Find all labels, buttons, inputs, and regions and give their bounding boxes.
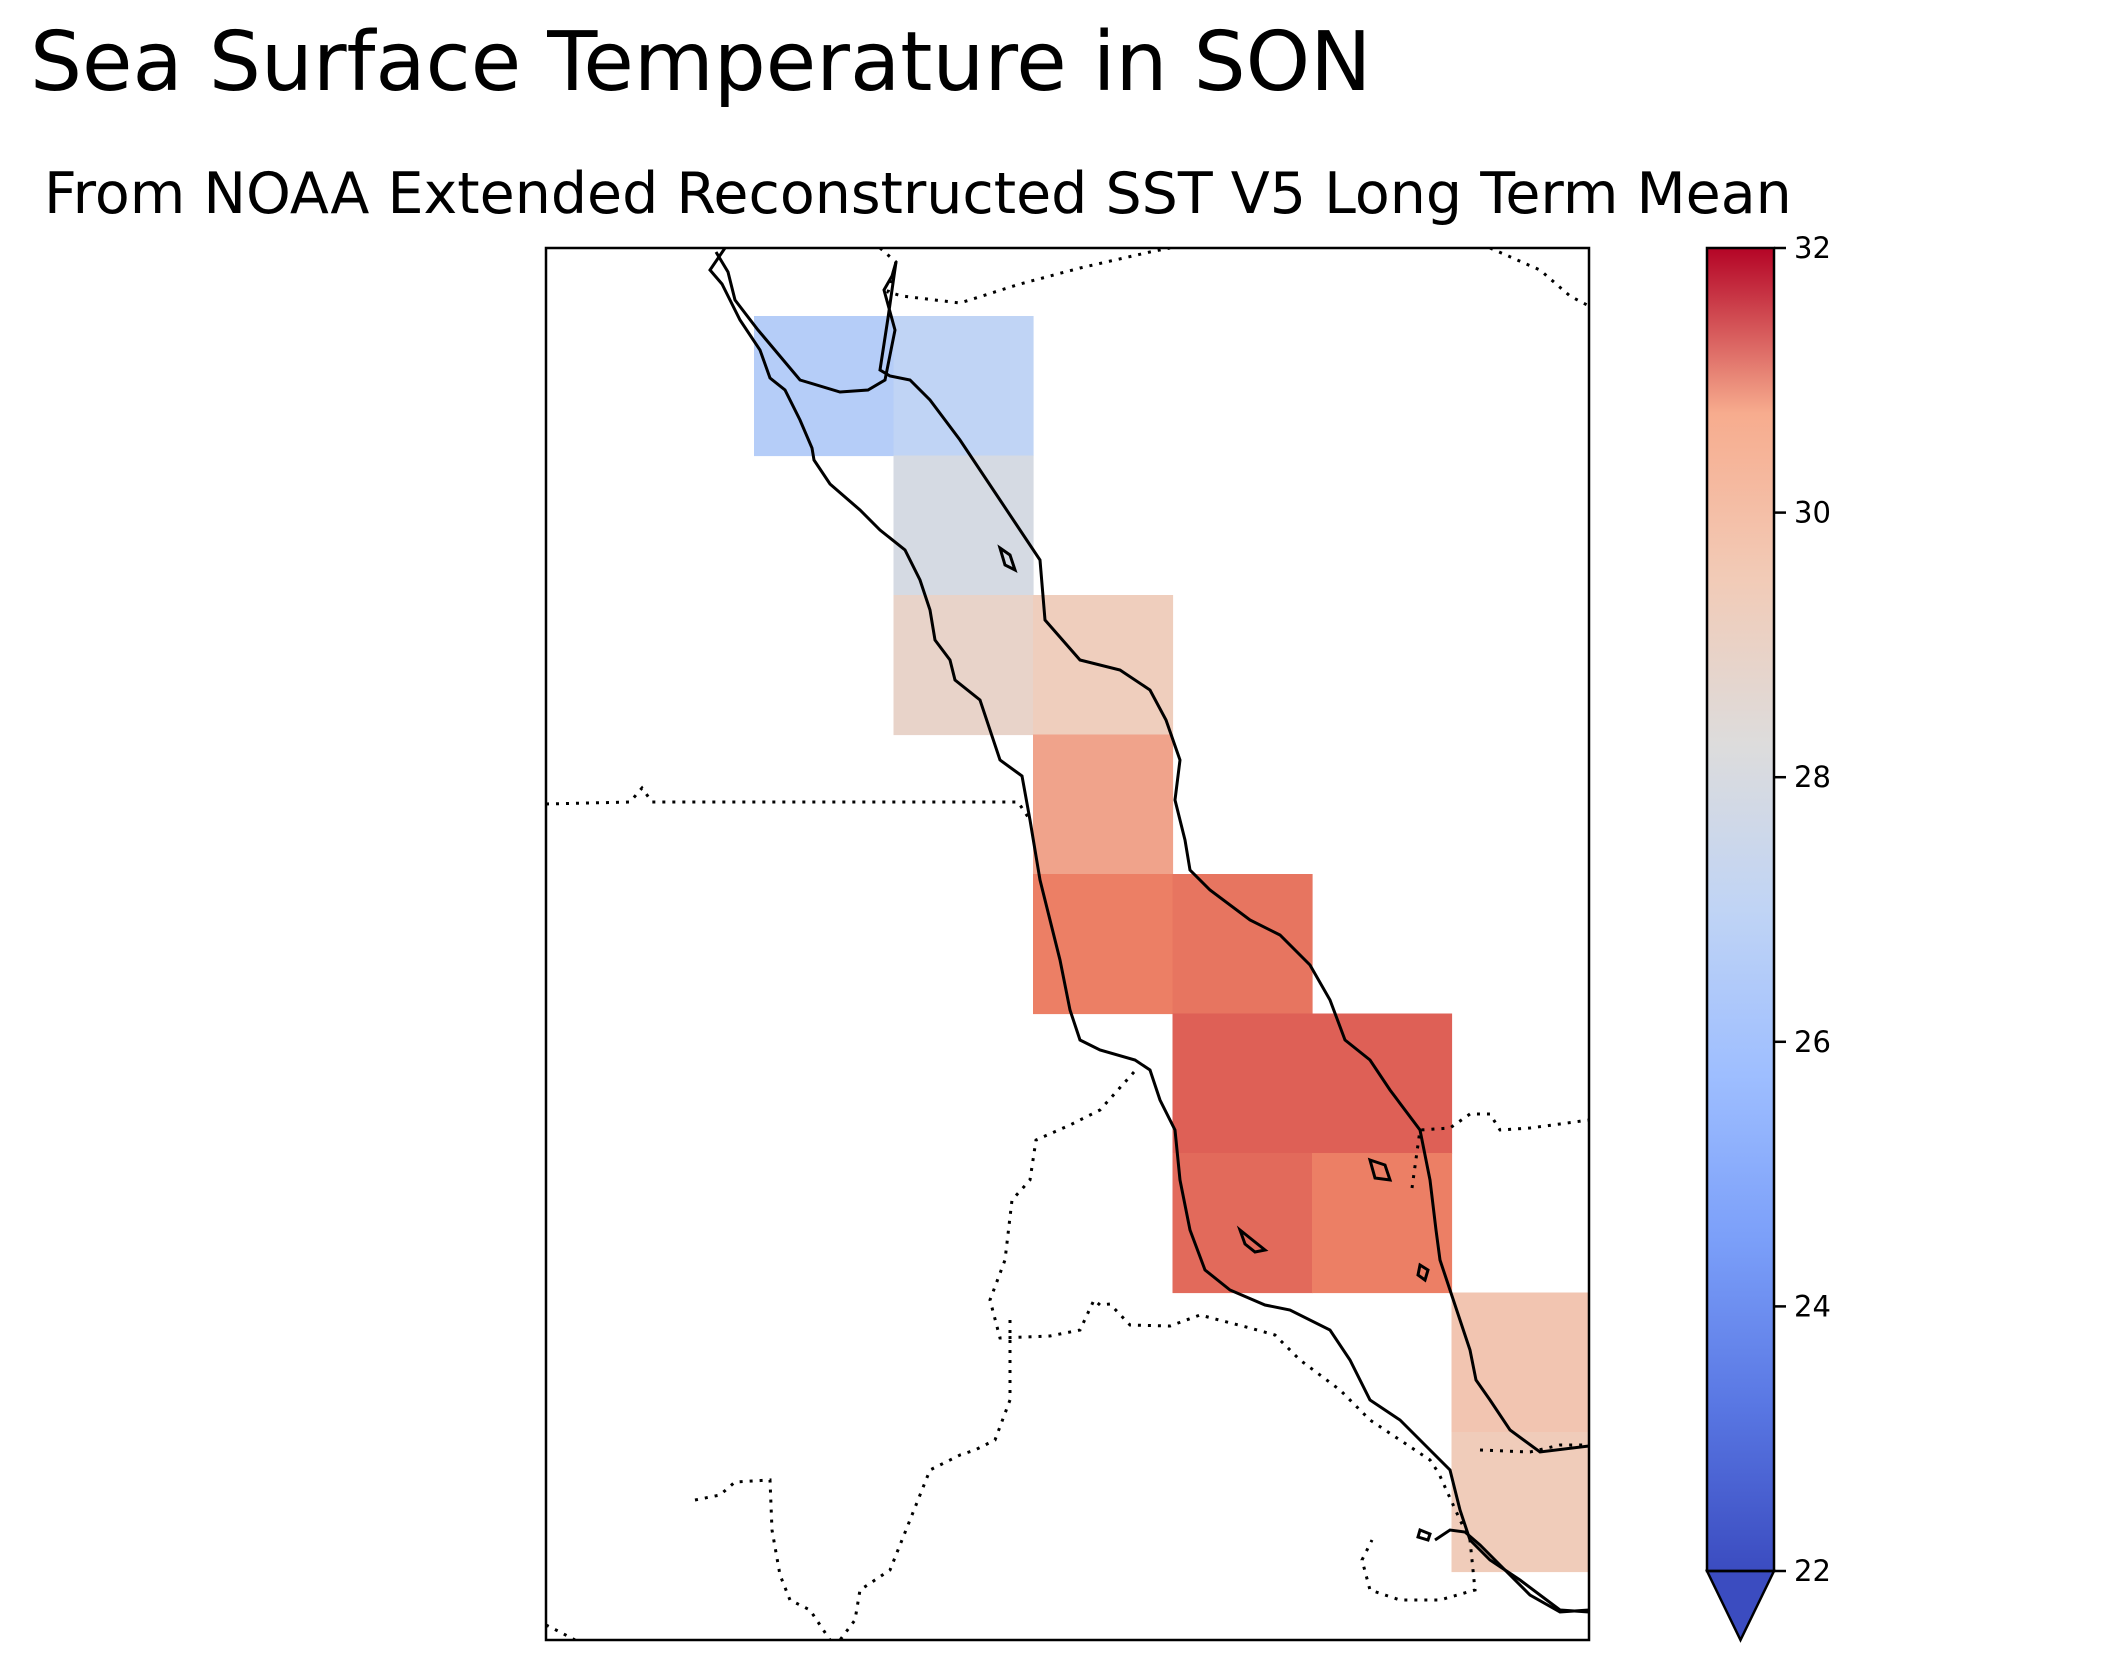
colorbar-tick-label: 22 bbox=[1794, 1554, 1831, 1588]
sst-cells bbox=[754, 316, 1589, 1573]
island-dahlak bbox=[1236, 1225, 1269, 1254]
sst-cell-3 bbox=[893, 595, 1034, 736]
sst-cell-13 bbox=[1451, 1432, 1589, 1573]
country-border-west bbox=[694, 1478, 832, 1640]
country-border-corner bbox=[546, 1623, 576, 1640]
map-frame bbox=[544, 246, 1591, 1642]
sst-cell-5 bbox=[1033, 734, 1174, 875]
colorbar-ticks: 22 24 26 28 30 32 bbox=[1774, 231, 1831, 1588]
colorbar-tick-label: 32 bbox=[1794, 231, 1831, 265]
colorbar-tick-label: 28 bbox=[1794, 760, 1831, 794]
colorbar-extend-min bbox=[1705, 1569, 1776, 1643]
sst-cell-6 bbox=[1033, 874, 1174, 1015]
sst-cell-10 bbox=[1172, 1153, 1313, 1294]
sst-cell-8 bbox=[1172, 1013, 1313, 1154]
colorbar: 22 24 26 28 30 32 bbox=[1705, 231, 1831, 1643]
sst-cell-9 bbox=[1312, 1013, 1453, 1154]
island-farasan bbox=[1367, 1157, 1393, 1182]
colorbar-tick-label: 24 bbox=[1794, 1289, 1831, 1323]
colorbar-frame bbox=[1705, 246, 1776, 1573]
country-border-north bbox=[879, 248, 1171, 305]
country-border-mid bbox=[546, 785, 1032, 821]
sst-cell-2 bbox=[893, 455, 1034, 596]
country-border-yemen bbox=[1410, 1112, 1589, 1189]
island-north bbox=[997, 544, 1018, 573]
chart-subtitle: From NOAA Extended Reconstructed SST V5 … bbox=[44, 161, 1792, 227]
country-border-northeast bbox=[1489, 248, 1589, 308]
map-outlines bbox=[546, 248, 1589, 1640]
country-border-south bbox=[988, 1070, 1442, 1476]
colorbar-tick-label: 30 bbox=[1794, 496, 1831, 530]
coastline-east bbox=[714, 251, 1589, 1454]
colorbar-tick-label: 26 bbox=[1794, 1025, 1831, 1059]
sst-cell-12 bbox=[1451, 1292, 1589, 1433]
sst-cell-7 bbox=[1172, 874, 1313, 1015]
chart-title: Sea Surface Temperature in SON bbox=[30, 15, 1372, 110]
coastline-somalia bbox=[1434, 1528, 1589, 1614]
colorbar-gradient bbox=[1707, 248, 1774, 1571]
coastline-west bbox=[708, 248, 1589, 1614]
country-border-southwest bbox=[838, 1320, 1012, 1640]
island-hanish bbox=[1416, 1262, 1430, 1283]
sst-cell-11 bbox=[1312, 1153, 1453, 1294]
island-perim bbox=[1416, 1527, 1432, 1542]
